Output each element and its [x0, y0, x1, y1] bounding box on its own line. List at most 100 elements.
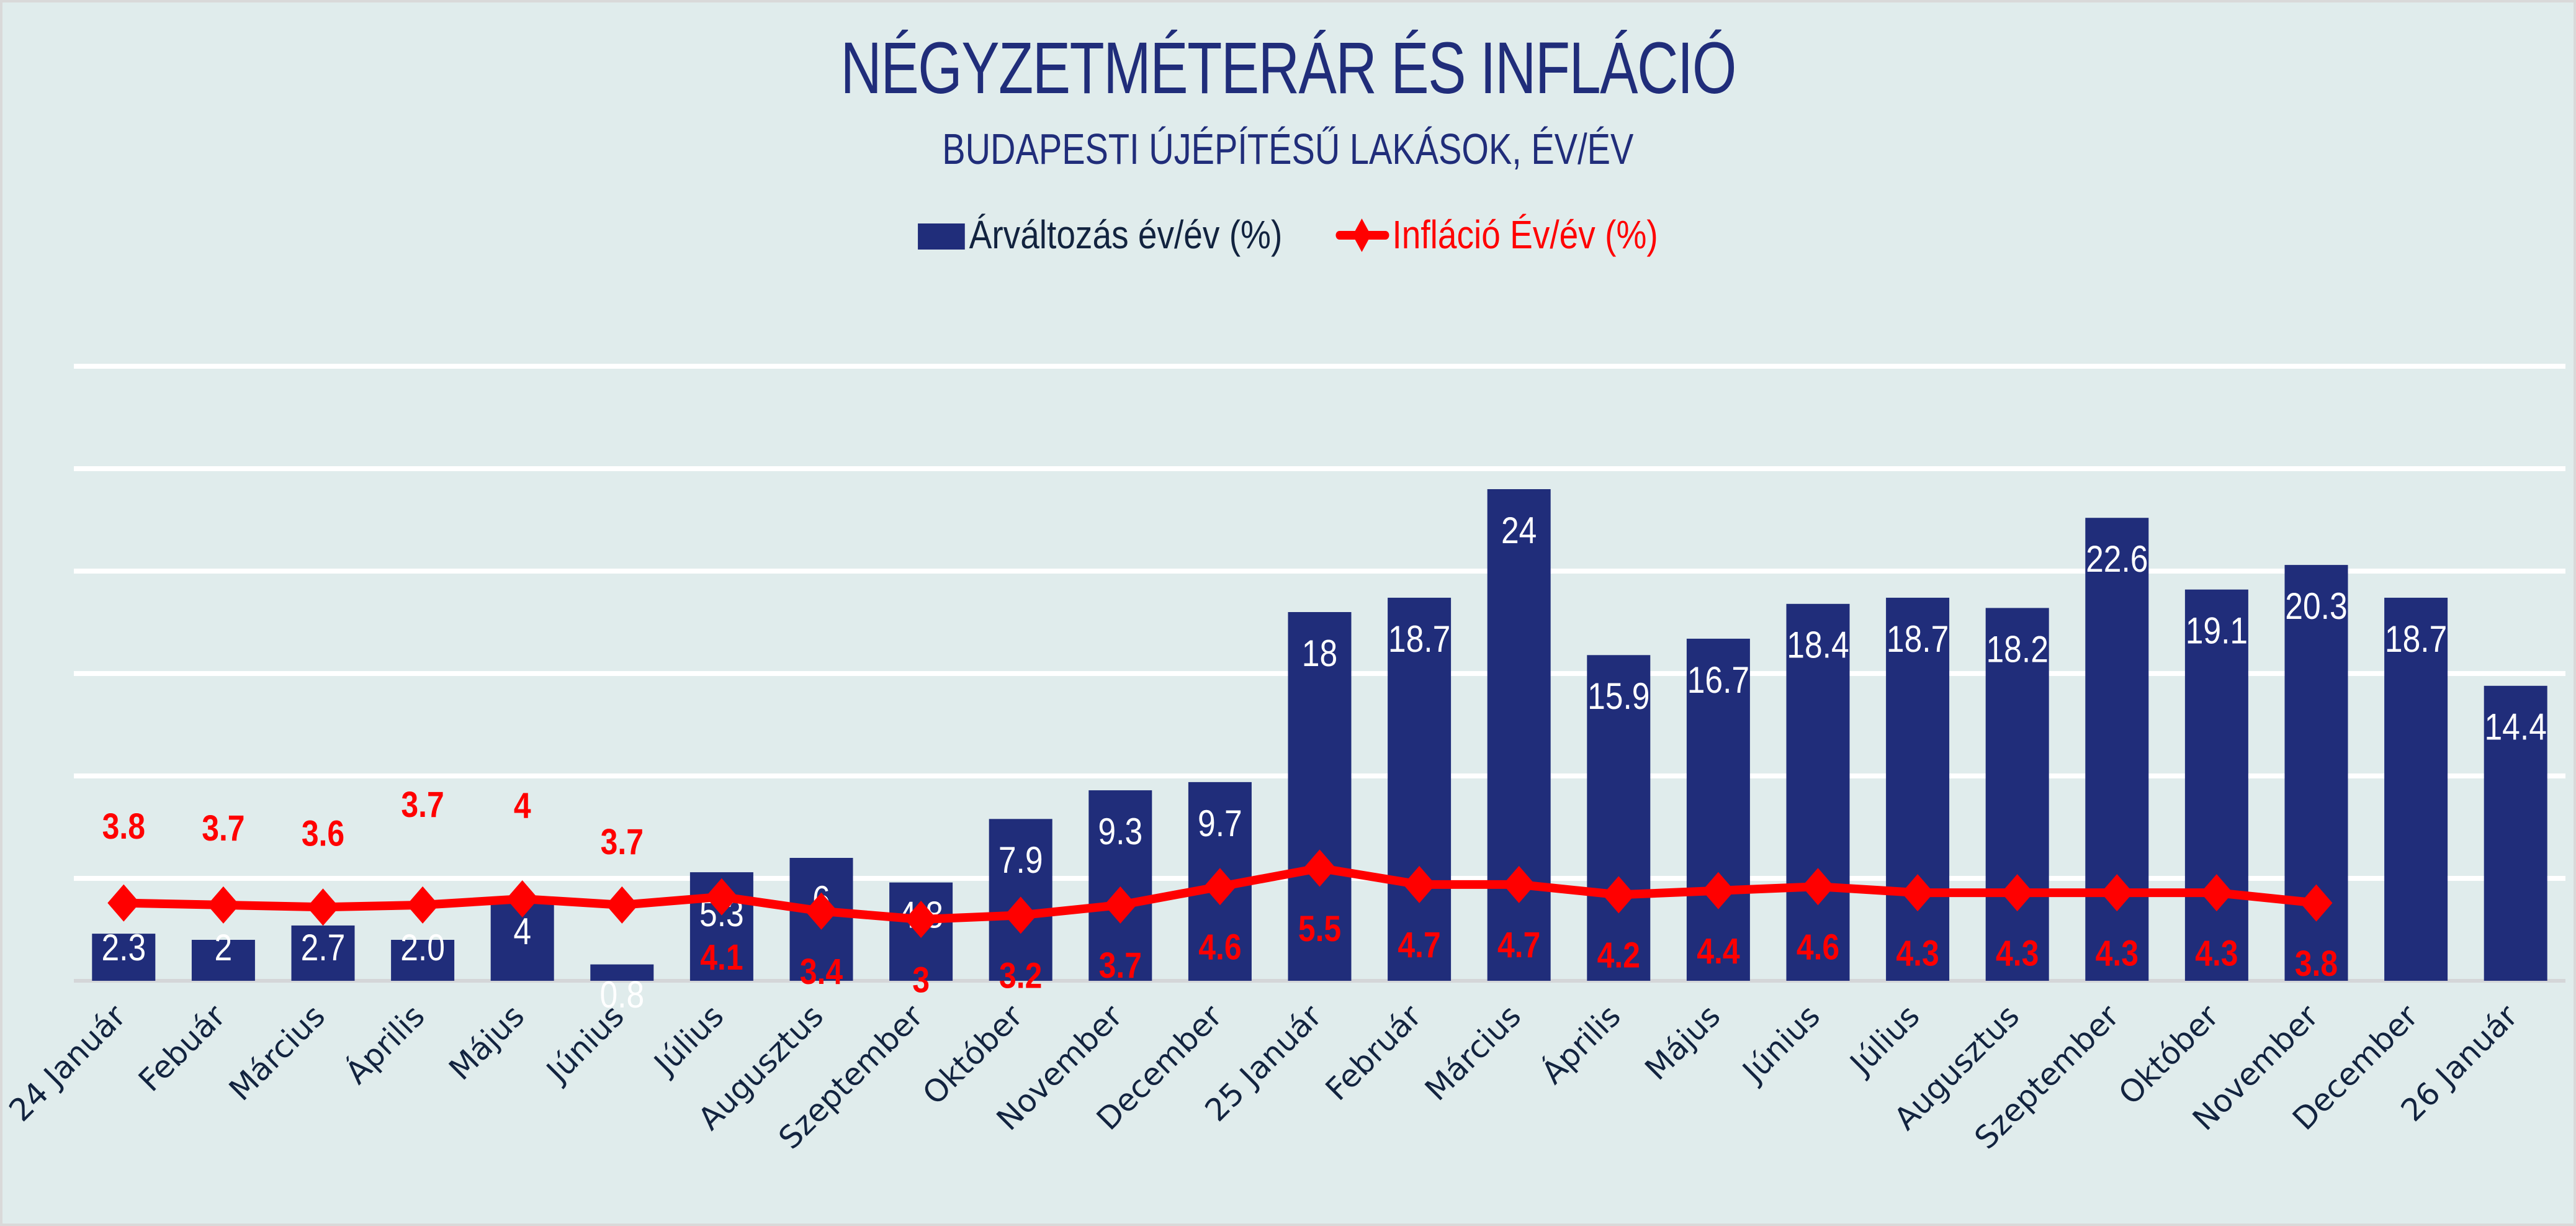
bar-data-label: 22.6: [2086, 538, 2148, 580]
inflation-data-label: 3.7: [202, 809, 245, 849]
inflation-marker-diamond: [2001, 874, 2034, 912]
inflation-data-label: 4.3: [2096, 934, 2138, 973]
inflation-data-label: 3.8: [102, 806, 145, 846]
inflation-data-label: 3.7: [1099, 946, 1142, 986]
bar-data-label: 24: [1501, 509, 1537, 551]
bar-data-label: 18: [1302, 632, 1337, 674]
x-axis-label: Május: [442, 998, 531, 1087]
bar: [291, 925, 355, 981]
inflation-marker-diamond: [207, 886, 240, 924]
bar-data-label: 20.3: [2285, 585, 2347, 627]
inflation-marker-diamond: [2200, 874, 2233, 912]
bar: [391, 940, 455, 981]
inflation-marker-diamond: [606, 886, 639, 924]
bar: [1487, 489, 1551, 981]
inflation-data-label: 4.3: [1996, 934, 2039, 973]
bar-data-label: 0.8: [599, 973, 644, 1016]
inflation-marker-diamond: [905, 901, 938, 938]
inflation-data-label: 3.6: [302, 814, 344, 854]
chart-subtitle-text: BUDAPESTI ÚJÉPÍTÉSŰ LAKÁSOK, ÉV/ÉV: [942, 125, 1634, 173]
inflation-data-label: 3.7: [401, 785, 444, 825]
bar-data-label: 18.7: [1388, 618, 1450, 660]
bar: [2085, 518, 2149, 981]
inflation-data-label: 3.2: [999, 956, 1042, 996]
bar-data-label: 14.4: [2485, 706, 2547, 748]
inflation-data-label: 3.4: [800, 952, 843, 992]
bar-data-label: 9.7: [1198, 802, 1242, 844]
bar: [1985, 608, 2049, 981]
inflation-marker-diamond: [1802, 868, 1834, 906]
bar: [1388, 597, 1452, 981]
x-axis-label: Március: [1418, 998, 1528, 1107]
inflation-data-label: 4.7: [1398, 926, 1440, 965]
legend-label-price-change: Árváltozás év/év (%): [969, 212, 1283, 257]
line-series: [107, 849, 2333, 938]
bar-data-label: 16.7: [1687, 659, 1749, 701]
bar-data-label: 15.9: [1587, 675, 1649, 718]
inflation-marker-diamond: [1702, 872, 1735, 909]
bar: [1587, 655, 1651, 981]
legend-item-inflation: Infláció Év/év (%): [1335, 212, 1658, 258]
bar-data-label: 18.7: [1887, 618, 1949, 660]
chart-title: NÉGYZETMÉTERÁR ÉS INFLÁCIÓ: [0, 25, 2576, 112]
bar: [1686, 638, 1750, 981]
legend-label-inflation: Infláció Év/év (%): [1392, 212, 1658, 257]
bar-data-label: 2.3: [101, 926, 146, 968]
x-axis-label: Július: [1842, 998, 1926, 1082]
chart-subtitle: BUDAPESTI ÚJÉPÍTÉSŰ LAKÁSOK, ÉV/ÉV: [0, 123, 2576, 175]
bar-data-label: 7.9: [999, 839, 1043, 881]
bar-data-label: 2.7: [301, 926, 346, 968]
bar: [92, 934, 156, 981]
line-data-labels: 3.8 3.7 3.6 3.7 4 3.7 4.1 3.4 3 3.2 3.7 4.6 5.5 4.7 4.…: [102, 785, 2338, 1000]
bar-data-label: 18.4: [1787, 624, 1849, 666]
inflation-marker-diamond: [705, 878, 738, 916]
x-axis-label: Febuár: [132, 998, 233, 1099]
inflation-marker-diamond: [1403, 865, 1436, 903]
x-axis-label: Június: [1735, 998, 1827, 1090]
bar: [191, 940, 255, 981]
x-axis-label: Február: [1319, 998, 1429, 1107]
inflation-marker-diamond: [1303, 849, 1336, 887]
x-axis-label: Március: [222, 998, 332, 1107]
inflation-marker-diamond: [1901, 874, 1934, 912]
bar-series: [92, 489, 2547, 981]
bar-data-label: 18.7: [2385, 618, 2447, 660]
inflation-marker-diamond: [1602, 876, 1635, 914]
bar: [2484, 685, 2547, 981]
inflation-data-label: 4.1: [700, 938, 743, 978]
inflation-marker-diamond: [406, 886, 439, 924]
bar-data-label: 18.2: [1986, 628, 2049, 670]
inflation-data-label: 4: [514, 786, 531, 826]
bar: [1886, 597, 1950, 981]
inflation-data-label: 4.2: [1597, 935, 1640, 975]
x-axis-label: Április: [1534, 998, 1628, 1091]
inflation-data-label: 4.4: [1697, 932, 1739, 971]
legend-item-price-change: Árváltozás év/év (%): [918, 212, 1282, 258]
legend-line-diamond-icon: [1335, 215, 1389, 255]
inflation-data-label: 5.5: [1298, 909, 1341, 949]
inflation-marker-diamond: [805, 892, 838, 930]
inflation-data-label: 4.3: [2195, 934, 2238, 973]
inflation-marker-diamond: [307, 888, 339, 926]
bar-data-label: 2.0: [400, 926, 445, 968]
bar: [590, 964, 654, 981]
bar: [1786, 603, 1850, 981]
x-axis-label: Május: [1638, 998, 1728, 1087]
inflation-data-label: 3.8: [2295, 944, 2338, 983]
legend: Árváltozás év/év (%) Infláció Év/év (%): [0, 209, 2576, 261]
inflation-marker-diamond: [1104, 886, 1137, 924]
inflation-marker-diamond: [506, 880, 539, 917]
x-axis-label: Április: [338, 998, 432, 1091]
bar: [1288, 612, 1352, 981]
inflation-marker-diamond: [107, 884, 140, 922]
legend-bar-swatch-icon: [918, 223, 965, 250]
inflation-data-label: 4.6: [1198, 927, 1241, 967]
inflation-marker-diamond: [2101, 874, 2134, 912]
bar: [2384, 597, 2448, 981]
inflation-marker-diamond: [2300, 884, 2333, 922]
inflation-data-label: 4.3: [1896, 934, 1939, 973]
inflation-data-label: 4.7: [1497, 926, 1540, 965]
x-axis-label: Június: [539, 998, 631, 1090]
